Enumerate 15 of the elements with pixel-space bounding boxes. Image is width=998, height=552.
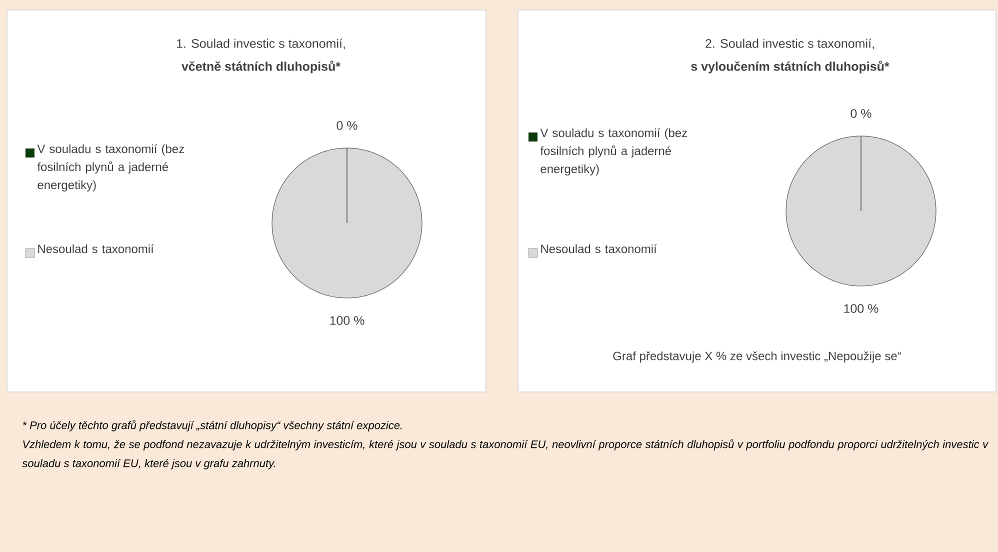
legend-label: Nesoulad s taxonomií bbox=[541, 244, 657, 254]
data-label: 100 % bbox=[844, 304, 878, 313]
text: Graf představuje X % ze všech investic „Nepoužije se“ bbox=[613, 351, 901, 363]
legend-label: V souladu s taxonomií (bez fosilních plynů a jaderné energetiky) bbox=[540, 128, 687, 176]
text: 0 % bbox=[336, 121, 358, 130]
text: 0 % bbox=[850, 109, 872, 118]
legend-label: V souladu s taxonomií (bez fosilních plynů a jaderné energetiky) bbox=[37, 144, 184, 192]
legend-label: Nesoulad s taxonomií bbox=[38, 244, 154, 254]
data-label: 100 % bbox=[330, 316, 364, 325]
text: Vzhledem k tomu, že se podfond nezavazuje k udržitelným investicím, které jsou v souladu s taxonomií EU, neovlivní proporce státních dluhopisů v portfoliu podfondu proporci udržitelných investic v souladu s taxonomií EU, které jsou v grafu zahrnuty. bbox=[22, 439, 989, 470]
chart-title: 1. Soulad investic s taxonomií, bbox=[176, 38, 345, 50]
text: * Pro účely těchto grafů představují „státní dluhopisy“ všechny státní expozice. bbox=[22, 420, 402, 432]
chart-subtitle: včetně státních dluhopisů* bbox=[182, 60, 341, 74]
chart-title: 2. Soulad investic s taxonomií, bbox=[706, 38, 874, 50]
chart-subtitle: s vyloučením státních dluhopisů* bbox=[691, 60, 890, 74]
